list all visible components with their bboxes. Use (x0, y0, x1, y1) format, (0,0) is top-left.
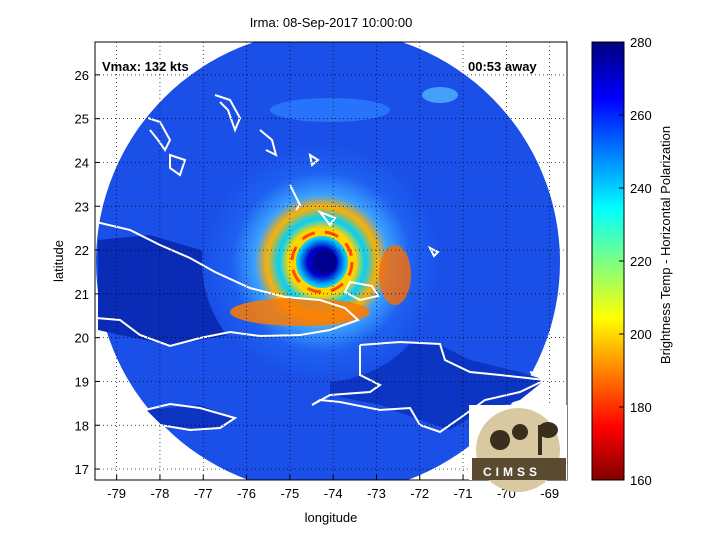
map-grid (95, 42, 567, 480)
figure-title: Irma: 08-Sep-2017 10:00:00 (250, 15, 413, 30)
colorbar-tick-label: 200 (630, 327, 652, 342)
x-tick-label: -73 (367, 486, 386, 501)
colorbar-tick-label: 260 (630, 108, 652, 123)
storm-eye (313, 250, 337, 274)
time-away-annotation: 00:53 away (468, 59, 537, 74)
vmax-annotation: Vmax: 132 kts (102, 59, 189, 74)
y-tick-label: 20 (75, 331, 89, 346)
y-tick-label: 25 (75, 112, 89, 127)
y-tick-label: 17 (75, 462, 89, 477)
x-tick-label: -79 (107, 486, 126, 501)
storm-eyewall-red (290, 230, 354, 294)
y-axis-ticks: 17 18 19 20 21 22 23 24 25 26 (75, 68, 100, 477)
x-axis-label: longitude (305, 510, 358, 525)
plot-frame (94, 41, 568, 481)
y-tick-label: 26 (75, 68, 89, 83)
x-tick-label: -78 (151, 486, 170, 501)
colorbar-gradient (591, 41, 625, 481)
x-tick-label: -71 (454, 486, 473, 501)
y-tick-label: 23 (75, 199, 89, 214)
north-cloud-patch (270, 98, 390, 122)
colorbar-tick-label: 240 (630, 181, 652, 196)
colorbar-tick-label: 160 (630, 473, 652, 488)
colorbar-tick-label: 220 (630, 254, 652, 269)
x-tick-label: -74 (324, 486, 343, 501)
storm-rainband-east (379, 245, 411, 305)
colorbar-tick-label: 280 (630, 35, 652, 50)
y-tick-label: 18 (75, 418, 89, 433)
colorbar-ticks: 280 260 240 220 200 180 160 (619, 35, 652, 488)
cimss-logo-text: CIMSS (483, 465, 541, 479)
x-tick-label: -77 (194, 486, 213, 501)
northeast-cloud-patch (422, 87, 458, 103)
x-tick-label: -72 (410, 486, 429, 501)
x-tick-label: -75 (280, 486, 299, 501)
y-tick-label: 19 (75, 374, 89, 389)
y-tick-label: 21 (75, 287, 89, 302)
x-tick-label: -76 (237, 486, 256, 501)
x-tick-label: -69 (540, 486, 559, 501)
colorbar-label: Brightness Temp - Horizontal Polarizatio… (658, 126, 673, 364)
cimss-logo: CIMSS (469, 405, 567, 492)
y-axis-label: latitude (51, 240, 66, 282)
y-tick-label: 22 (75, 243, 89, 258)
y-tick-label: 24 (75, 155, 89, 170)
colorbar-tick-label: 180 (630, 400, 652, 415)
map-plot-area: -79 -78 -77 -76 -75 -74 -73 -72 -71 -70 -69 171819… (75, 41, 568, 501)
colorbar: 280 260 240 220 200 180 160 Brightness Temp - … (591, 35, 673, 488)
